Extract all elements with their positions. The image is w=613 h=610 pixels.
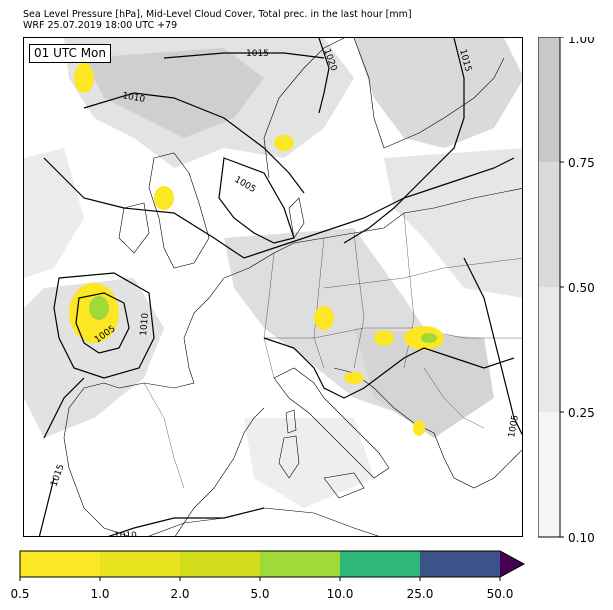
cloud-cover-layer [24,38,522,508]
isobar-label: 1010 [139,312,151,336]
coast-ireland [118,202,150,254]
cloud-tick-label: 0.10 [568,531,595,545]
coast-italy [273,367,390,479]
cloud-area-scandinavia [354,38,522,148]
precip-cell-hungary [374,330,394,346]
map-title-line1: Sea Level Pressure [hPa], Mid-Level Clou… [23,9,412,20]
coast-adriatic [333,367,522,489]
time-label: 01 UTC Mon [29,44,111,63]
precip-cell-greece [413,420,425,436]
isobar-label: 1005 [233,175,258,195]
precip-tick-label: 25.0 [407,587,434,601]
precip-colorbar: 0.5 1.0 2.0 5.0 10.0 25.0 50.0 [10,550,526,601]
coast-corsica [285,409,297,434]
cloud-tick-label: 0.75 [568,156,595,170]
coastlines [63,38,522,536]
isobar-label: 1005 [507,414,521,438]
isobar-label: 1010 [114,531,137,537]
isobar-1005-loop [218,157,295,244]
isobar-east-2 [463,257,522,436]
precip-tick-label: 1.0 [90,587,109,601]
isobar-1020 [318,38,330,114]
isobar-label: 1015 [246,49,269,59]
isobar-central [263,337,515,399]
map-canvas: 1015 1020 1015 1010 1005 1005 1010 1015 … [24,38,522,537]
precip-cell-balkans-core [421,333,437,343]
cloud-tick-label: 1.00 [568,37,595,46]
precip-tick-label: 50.0 [487,587,514,601]
cloud-cover-colorbar: 1.00 0.75 0.50 0.25 0.10 [538,37,595,545]
isobar-1015-north [163,52,325,59]
isobar-1010-north [83,92,305,194]
country-borders [143,212,522,489]
coast-scandinavia [263,38,505,179]
coast-france-west [103,277,225,389]
precip-cell-north [74,63,94,93]
coast-great-britain [148,152,210,269]
coast-sardinia [278,435,300,479]
cloud-tick-label: 0.50 [568,281,595,295]
isobar-1015-west [38,377,85,536]
isobars [38,38,522,536]
precip-tick-label: 10.0 [327,587,354,601]
coast-africa [148,507,379,536]
precip-bin-5 [420,551,500,577]
weather-map: 1015 1020 1015 1010 1005 1005 1010 1015 … [23,37,523,537]
map-title-line2: WRF 25.07.2019 18:00 UTC +79 [23,20,178,31]
precip-cell-alps [314,306,334,330]
cloud-area-balkans [354,328,494,438]
cloud-area-south [244,418,374,508]
precip-cell-scand [274,135,294,151]
cloud-tick-label: 0.25 [568,406,595,420]
precip-cell-italy [344,372,364,384]
isobar-1010-mid [43,157,515,259]
precip-cell-atlantic-core [89,296,109,320]
precip-bin-1 [100,551,180,577]
isobar-1005-low [75,292,130,354]
precip-bin-4 [340,551,420,577]
precip-extend-arrow [500,551,524,577]
precip-tick-label: 5.0 [250,587,269,601]
cloud-bin-10-25 [538,412,560,537]
cloud-bin-25-50 [538,287,560,412]
coast-sicily [323,472,365,499]
precip-cell-uk [154,186,174,210]
precip-bin-0 [20,551,100,577]
isobar-1010-south [108,507,265,536]
isobar-1010-low [53,272,155,379]
cloud-area-east [384,148,522,298]
precip-bin-2 [180,551,260,577]
cloud-area-atlantic [24,278,164,438]
cloud-bin-50-75 [538,162,560,287]
isobar-label: 1015 [49,463,66,488]
isobar-1015-east [343,38,465,244]
cloud-bin-75-100 [538,37,560,162]
coast-iberia [63,382,265,536]
coast-denmark [288,197,305,239]
precip-bin-3 [260,551,340,577]
isobar-label: 1010 [121,91,146,105]
cloud-area-west-band [24,148,84,278]
precip-tick-label: 2.0 [170,587,189,601]
precip-tick-label: 0.5 [10,587,29,601]
